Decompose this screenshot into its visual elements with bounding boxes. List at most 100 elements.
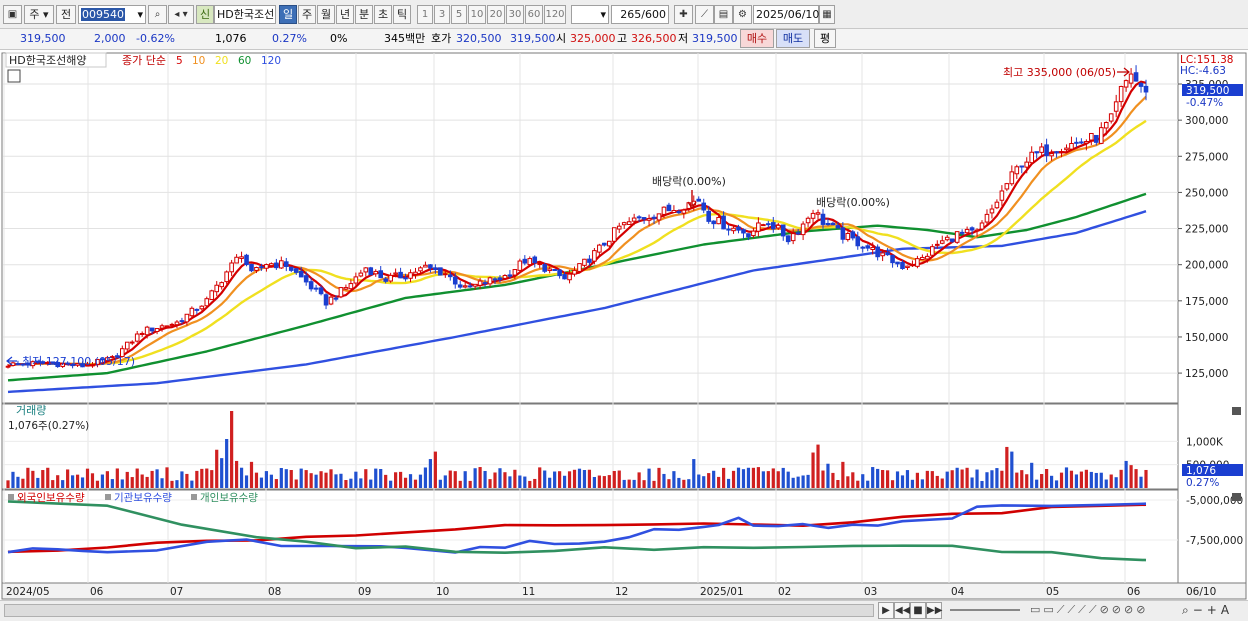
candle-body: [259, 266, 264, 269]
count-dropdown[interactable]: ▾: [571, 5, 609, 24]
candle-body: [328, 296, 334, 305]
candle-body: [169, 323, 175, 326]
chart-area[interactable]: 325,000300,000275,000250,000225,000200,0…: [0, 50, 1248, 600]
zoom-controls[interactable]: ⌕−+A: [1182, 603, 1234, 617]
candle-body: [1054, 151, 1059, 154]
date-input[interactable]: 2025/06/10: [753, 5, 819, 24]
candle-body: [403, 277, 408, 280]
candle-body: [870, 246, 875, 250]
search-icon[interactable]: ⌕: [148, 5, 167, 24]
volume-bar: [1069, 470, 1074, 488]
gear-icon[interactable]: ⚙: [733, 5, 752, 24]
volume-bar: [379, 469, 383, 488]
save-icon[interactable]: ▤: [714, 5, 733, 24]
volume-bar: [975, 469, 979, 488]
min-arrow: [6, 356, 17, 366]
candle-body: [1123, 80, 1129, 88]
candle-body: [865, 245, 871, 249]
eval-button[interactable]: 평: [814, 29, 836, 48]
price-tick-label: 175,000: [1185, 296, 1228, 308]
candle-body: [964, 228, 970, 234]
period-tab-5[interactable]: 초: [374, 5, 392, 24]
interval-button-1[interactable]: 3: [434, 5, 450, 24]
volume-bar: [841, 461, 845, 488]
open-price: 325,000: [570, 32, 616, 45]
max-annotation: 최고 335,000 (06/05): [1003, 66, 1116, 79]
volume-bar: [811, 452, 815, 488]
volume-bar: [940, 478, 944, 488]
horizontal-scrollbar[interactable]: [4, 604, 874, 617]
volume-bar: [861, 474, 865, 488]
crosshair-icon[interactable]: ✚: [674, 5, 693, 24]
sell-button[interactable]: 매도: [776, 29, 810, 48]
candle-body: [129, 341, 135, 344]
interval-button-3[interactable]: 10: [468, 5, 486, 24]
volume-bar: [413, 479, 418, 488]
volume-bar: [6, 480, 10, 488]
candle-body: [949, 238, 955, 242]
volume-bar: [1035, 479, 1039, 488]
buy-button[interactable]: 매수: [740, 29, 774, 48]
candle-body: [517, 260, 523, 271]
volume-bar: [990, 470, 994, 488]
volume-bar: [781, 467, 785, 488]
candle-body: [557, 269, 562, 277]
forward-icon[interactable]: ▶▶: [926, 602, 942, 619]
interval-button-0[interactable]: 1: [417, 5, 433, 24]
last-price-box: [1182, 84, 1243, 96]
candle-body: [308, 281, 314, 290]
volume-bar: [503, 472, 507, 488]
market-type-select[interactable]: 주 ▾: [24, 5, 54, 24]
volume-bar: [165, 467, 169, 488]
period-tab-6[interactable]: 틱: [393, 5, 411, 24]
stock-name-field[interactable]: HD한국조선: [214, 5, 276, 24]
candle-body: [701, 202, 707, 211]
candle-body: [646, 218, 652, 221]
prev-button[interactable]: 전: [56, 5, 76, 24]
calendar-icon[interactable]: ▦: [819, 5, 835, 24]
scroll-right-icon[interactable]: ▶: [878, 602, 894, 619]
zoom-slider[interactable]: [950, 609, 1020, 611]
volume-bar: [607, 475, 611, 488]
candle-body: [443, 273, 448, 276]
x-tick-label: 06: [1127, 586, 1141, 598]
period-tab-0[interactable]: 일: [279, 5, 297, 24]
volume-bar: [433, 451, 437, 488]
chart-labels: 325,000300,000275,000250,000225,000200,0…: [5, 52, 1243, 598]
period-tab-3[interactable]: 년: [336, 5, 354, 24]
interval-button-7[interactable]: 120: [544, 5, 566, 24]
volume-bar: [319, 471, 323, 488]
volume-bar: [230, 411, 234, 488]
period-tab-1[interactable]: 주: [298, 5, 316, 24]
period-tab-4[interactable]: 분: [355, 5, 373, 24]
title-box: [5, 52, 107, 68]
stock-code-input[interactable]: 009540 ▾: [78, 5, 146, 24]
volume-bar: [140, 474, 144, 488]
candle-body: [984, 213, 990, 223]
candle-body: [597, 244, 602, 253]
chart-layout-icon[interactable]: ▣: [3, 5, 22, 24]
speaker-icon[interactable]: ◂ ▾: [168, 5, 194, 24]
volume-bar: [597, 475, 601, 488]
volume-bar: [468, 480, 472, 488]
candle-body: [552, 269, 557, 272]
candle-body: [611, 227, 617, 242]
interval-button-5[interactable]: 30: [506, 5, 524, 24]
interval-button-6[interactable]: 60: [525, 5, 543, 24]
volume-bar: [488, 479, 492, 488]
stop-icon[interactable]: ■: [910, 602, 926, 619]
rewind-icon[interactable]: ◀◀: [894, 602, 910, 619]
volume-bar: [796, 476, 800, 488]
candle-body: [174, 321, 180, 326]
volume-bar: [95, 480, 100, 488]
draw-icon[interactable]: ⟋: [695, 5, 714, 24]
x-tick-label: 09: [358, 586, 371, 598]
candle-body: [1108, 113, 1114, 122]
count-input[interactable]: 265/600: [611, 5, 669, 24]
period-tab-2[interactable]: 월: [317, 5, 335, 24]
volume-bar: [478, 467, 482, 488]
interval-button-2[interactable]: 5: [451, 5, 467, 24]
tool-icons[interactable]: ▭▭⟋⟋⟋⟋⊘⊘⊘⊘: [1030, 603, 1149, 616]
interval-button-4[interactable]: 20: [487, 5, 505, 24]
